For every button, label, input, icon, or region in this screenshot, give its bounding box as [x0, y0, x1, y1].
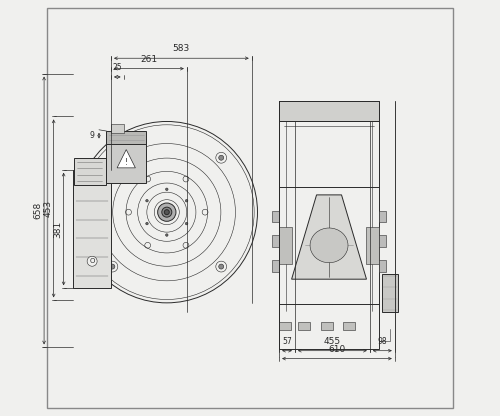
Bar: [73, 170, 112, 288]
Circle shape: [87, 256, 97, 266]
Bar: [382, 274, 398, 312]
Text: 583: 583: [172, 44, 190, 53]
Circle shape: [162, 207, 172, 217]
Circle shape: [186, 200, 188, 202]
Bar: [321, 322, 333, 330]
Polygon shape: [117, 149, 136, 168]
Circle shape: [218, 155, 224, 160]
Bar: [106, 131, 146, 144]
Bar: [298, 322, 310, 330]
Text: 381: 381: [54, 220, 62, 238]
Circle shape: [158, 203, 176, 221]
Circle shape: [146, 200, 148, 202]
Circle shape: [146, 222, 148, 225]
Circle shape: [164, 210, 170, 215]
Bar: [111, 124, 124, 133]
Text: 610: 610: [328, 344, 345, 354]
Circle shape: [110, 264, 115, 269]
Bar: [272, 235, 279, 247]
Text: 57: 57: [282, 337, 292, 346]
Ellipse shape: [310, 228, 348, 263]
Bar: [279, 322, 291, 330]
Bar: [379, 210, 386, 222]
Text: 455: 455: [324, 337, 341, 346]
Text: O: O: [90, 258, 95, 264]
Text: 9: 9: [89, 131, 94, 140]
Circle shape: [166, 188, 168, 191]
Text: 98: 98: [378, 337, 387, 346]
Bar: [279, 101, 379, 121]
Bar: [343, 322, 355, 330]
Text: 453: 453: [44, 200, 52, 217]
Circle shape: [166, 234, 168, 236]
Circle shape: [110, 155, 115, 160]
Bar: [366, 227, 379, 264]
Bar: [379, 260, 386, 272]
Bar: [379, 235, 386, 247]
Text: 261: 261: [140, 54, 158, 64]
Circle shape: [186, 222, 188, 225]
Text: !: !: [124, 158, 128, 166]
Circle shape: [80, 125, 254, 300]
Bar: [279, 227, 291, 264]
Polygon shape: [292, 195, 366, 279]
Bar: [74, 158, 106, 185]
Text: 25: 25: [112, 63, 122, 72]
Bar: [106, 139, 146, 183]
Bar: [272, 260, 279, 272]
Circle shape: [218, 264, 224, 269]
Text: 658: 658: [34, 202, 43, 219]
Bar: [279, 101, 379, 349]
Bar: [272, 210, 279, 222]
